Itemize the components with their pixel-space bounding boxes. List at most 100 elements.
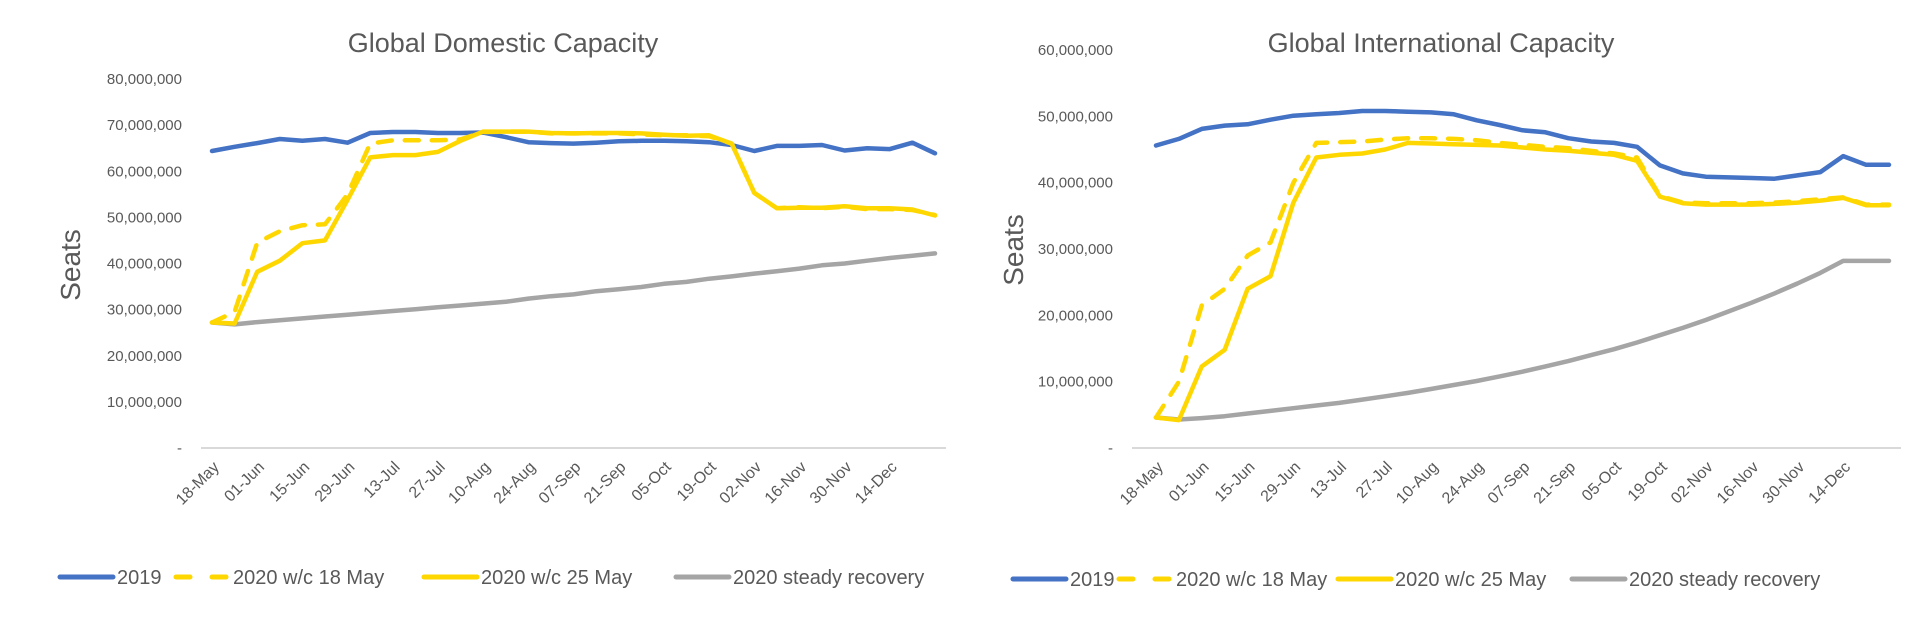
line-2020-steady-recovery-point [1223, 414, 1227, 418]
line-2019-point [1246, 122, 1250, 126]
line-2019-point [1383, 109, 1387, 113]
legend-item-steady-recovery[interactable]: 2020 steady recovery [673, 567, 924, 589]
line-2020-steady-recovery-point [1314, 404, 1318, 408]
line-2020-wc-25-may-point [1246, 287, 1250, 291]
line-2019-point [1795, 173, 1799, 177]
line-2019-point [233, 145, 237, 149]
line-2019-point [572, 142, 576, 146]
line-2020-wc-18-may-point [1200, 303, 1204, 307]
line-2020-wc-25-may-point [1314, 156, 1318, 160]
line-2020-steady-recovery-point [1498, 374, 1502, 378]
line-2020-wc-25-may-point [594, 131, 598, 135]
line-2019-point [1177, 137, 1181, 141]
x-tick-label: 10-Aug [445, 459, 494, 508]
line-2020-steady-recovery-point [549, 294, 553, 298]
line-2019-point [775, 144, 779, 148]
line-2020-steady-recovery-point [1521, 370, 1525, 374]
line-2020-steady-recovery-point [1200, 416, 1204, 420]
legend-item-2019[interactable]: 2019 [1010, 569, 1115, 591]
line-2020-wc-25-may-point [300, 241, 304, 245]
line-2020-steady-recovery-point [707, 277, 711, 281]
line-2020-wc-25-may-point [436, 150, 440, 154]
x-tick-label: 18-May [173, 459, 223, 509]
line-2020-wc-25-may-point [797, 206, 801, 210]
line-2020-wc-25-may-point [459, 139, 463, 143]
y-tick-label: 60,000,000 [107, 163, 182, 180]
line-2020-wc-25-may-point [1864, 203, 1868, 207]
line-2020-wc-25-may-point [1841, 196, 1845, 200]
legend-label: 2020 w/c 25 May [1395, 569, 1546, 591]
line-2020-steady-recovery-point [1681, 326, 1685, 330]
legend-item-2020-wc-18-may[interactable]: 2020 w/c 18 May [1116, 569, 1327, 591]
line-2020-wc-18-may-point [391, 138, 395, 142]
line-2020-wc-25-may-point [685, 134, 689, 138]
line-2020-wc-25-may-point [1681, 201, 1685, 205]
x-tick-label: 19-Oct [674, 458, 720, 504]
line-2020-wc-25-may-point [1360, 152, 1364, 156]
line-2019-point [1314, 112, 1318, 116]
line-2019 [209, 129, 938, 156]
line-2020-steady-recovery-point [481, 302, 485, 306]
line-2020-wc-25-may-point [1612, 153, 1616, 157]
line-2020-steady-recovery-point [1818, 271, 1822, 275]
legend-item-2019[interactable]: 2019 [57, 567, 162, 589]
line-2020-wc-25-may-point [910, 208, 914, 212]
x-tick-label: 10-Aug [1393, 459, 1442, 508]
y-tick-label: - [177, 440, 182, 457]
line-2020-wc-18-may-point [368, 142, 372, 146]
line-2019-point [255, 141, 259, 145]
x-tick-label: 19-Oct [1625, 458, 1671, 504]
line-2020-wc-25-may-point [1406, 141, 1410, 145]
line-2019-point [1360, 109, 1364, 113]
line-2019-point [1750, 176, 1754, 180]
line-2019-point [1566, 136, 1570, 140]
line-2019-point [504, 135, 508, 139]
x-tick-label: 13-Jul [1307, 459, 1350, 502]
line-2020-steady-recovery-point [436, 305, 440, 309]
line-2020-wc-18-may-point [436, 138, 440, 142]
line-2020-steady-recovery-point [526, 297, 530, 301]
line-2019-point [1521, 128, 1525, 132]
line-2019-point [1200, 127, 1204, 131]
line-2019-point [368, 131, 372, 135]
line-2020-wc-25-may-point [1658, 195, 1662, 199]
line-2019-point [1429, 110, 1433, 114]
line-2020-steady-recovery-point [346, 313, 350, 317]
line-2020-wc-25-may-point [1269, 274, 1273, 278]
line-2020-steady-recovery-point [1635, 341, 1639, 345]
line-2020-wc-25-may-point [526, 130, 530, 134]
line-2020-steady-recovery-point [1246, 412, 1250, 416]
line-2020-wc-25-may-point [255, 270, 259, 274]
line-2020-wc-18-may-point [1314, 141, 1318, 145]
line-2020-steady-recovery-point [1360, 398, 1364, 402]
line-2020-wc-25-may-point [549, 131, 553, 135]
line-2019-point [1475, 118, 1479, 122]
line-2019-point [797, 144, 801, 148]
line-2020-wc-18-may-point [255, 241, 259, 245]
legend-item-2020-wc-18-may[interactable]: 2020 w/c 18 May [173, 567, 384, 589]
line-2020-wc-25-may-point [1704, 203, 1708, 207]
legend-item-2020-wc-25-may[interactable]: 2020 w/c 25 May [1335, 569, 1546, 591]
legend-item-steady-recovery[interactable]: 2020 steady recovery [1569, 569, 1820, 591]
line-2020-wc-25-may-point [413, 153, 417, 157]
line-2019-point [639, 139, 643, 143]
line-2020-wc-18-may-point [1452, 137, 1456, 141]
line-2020-steady-recovery-point [1452, 383, 1456, 387]
line-2020-wc-18-may-point [323, 222, 327, 226]
line-2020-wc-25-may-point [481, 130, 485, 134]
x-tick-label: 07-Sep [536, 459, 585, 508]
line-2019-point [1543, 130, 1547, 134]
y-tick-label: 40,000,000 [107, 256, 182, 273]
line-2020-wc-25-may-point [1818, 199, 1822, 203]
line-2020-wc-25-may-point [1589, 151, 1593, 155]
line-2020-wc-25-may-point [1543, 148, 1547, 152]
line-2020-steady-recovery-point [1612, 347, 1616, 351]
y-axis: - 10,000,000 20,000,000 30,000,000 40,000,00… [1038, 42, 1113, 457]
legend-item-2020-wc-25-may[interactable]: 2020 w/c 25 May [421, 567, 632, 589]
y-tick-label: 60,000,000 [1038, 42, 1113, 59]
line-2019-point [1154, 144, 1158, 148]
y-tick-label: 50,000,000 [107, 209, 182, 226]
x-tick-label: 27-Jul [406, 459, 449, 502]
